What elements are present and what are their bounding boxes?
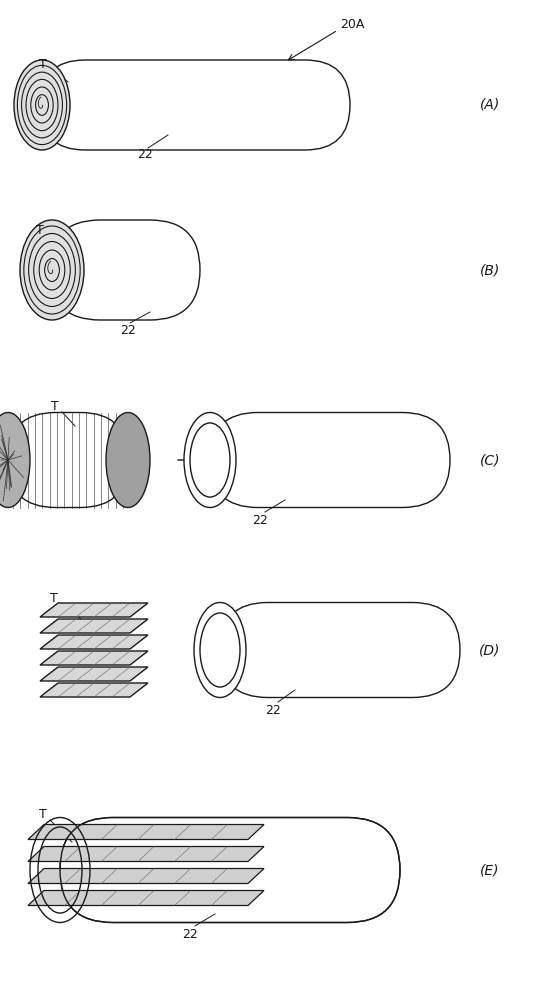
Text: (E): (E) — [480, 863, 500, 877]
Text: T: T — [36, 225, 44, 237]
Ellipse shape — [14, 60, 70, 150]
Polygon shape — [28, 824, 264, 840]
FancyBboxPatch shape — [60, 818, 400, 922]
Polygon shape — [28, 868, 264, 884]
Polygon shape — [40, 603, 148, 617]
Ellipse shape — [190, 423, 230, 497]
Polygon shape — [40, 635, 148, 649]
Text: T: T — [39, 808, 47, 822]
FancyBboxPatch shape — [210, 412, 450, 508]
Polygon shape — [28, 846, 264, 861]
Text: 22: 22 — [252, 514, 268, 526]
Polygon shape — [40, 683, 148, 697]
Text: T: T — [39, 58, 47, 72]
Text: 22: 22 — [182, 928, 198, 940]
Polygon shape — [40, 667, 148, 681]
Text: T: T — [51, 400, 59, 414]
Ellipse shape — [184, 412, 236, 508]
Ellipse shape — [106, 412, 150, 508]
Ellipse shape — [20, 220, 84, 320]
FancyBboxPatch shape — [50, 220, 200, 320]
Polygon shape — [40, 651, 148, 665]
Text: (A): (A) — [480, 98, 500, 112]
Text: 22: 22 — [137, 147, 153, 160]
Text: 20A: 20A — [340, 18, 364, 31]
Text: 22: 22 — [120, 324, 136, 336]
Ellipse shape — [200, 613, 240, 687]
Text: (C): (C) — [480, 453, 500, 467]
Text: (D): (D) — [479, 643, 501, 657]
Text: T: T — [50, 591, 58, 604]
Ellipse shape — [0, 412, 30, 508]
Ellipse shape — [194, 602, 246, 698]
FancyBboxPatch shape — [220, 602, 460, 698]
Polygon shape — [40, 619, 148, 633]
Text: 22: 22 — [265, 704, 281, 716]
FancyBboxPatch shape — [40, 60, 350, 150]
Text: (B): (B) — [480, 263, 500, 277]
Polygon shape — [28, 890, 264, 906]
